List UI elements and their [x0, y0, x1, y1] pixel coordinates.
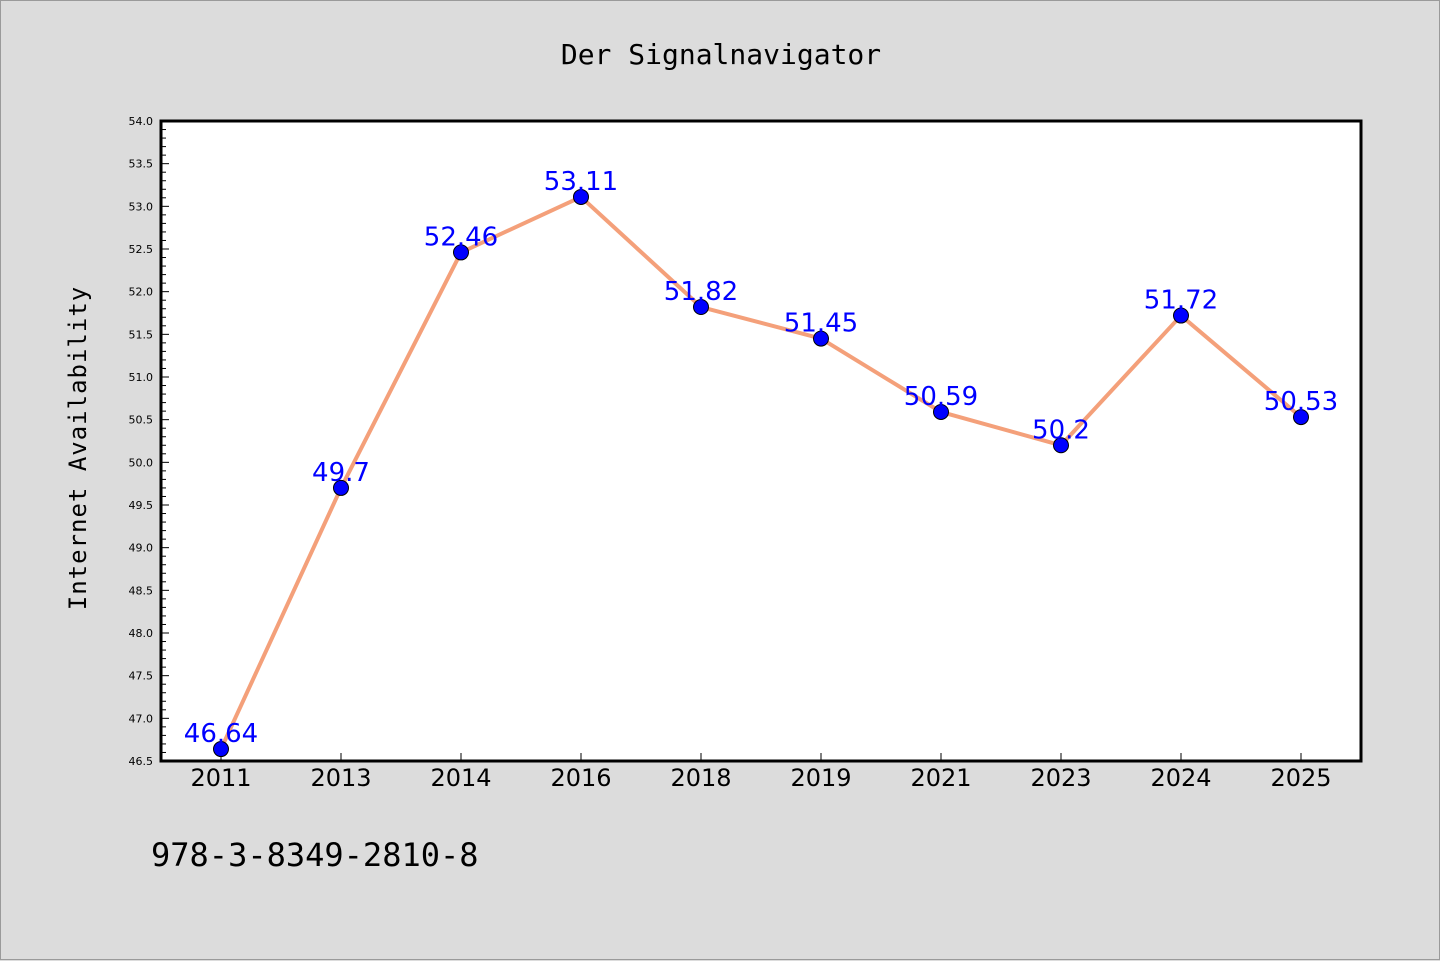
x-tick-label: 2016	[550, 764, 611, 792]
data-point	[1293, 409, 1309, 426]
y-tick-label: 50.5	[129, 414, 154, 427]
y-tick-label: 53.0	[129, 200, 154, 213]
y-tick-label: 53.5	[129, 158, 154, 171]
y-tick-label: 47.5	[129, 670, 154, 683]
x-tick-label: 2019	[790, 764, 851, 792]
y-tick-label: 48.5	[129, 584, 154, 597]
data-label: 51.82	[664, 277, 738, 307]
data-point	[693, 299, 709, 316]
y-tick-label: 51.0	[129, 371, 154, 384]
y-tick-label: 50.0	[129, 456, 154, 469]
x-tick-label: 2014	[430, 764, 491, 792]
footer-text: 978-3-8349-2810-8	[151, 836, 479, 874]
x-tick-label: 2021	[910, 764, 971, 792]
y-axis: 46.5 47.0 47.5 48.0 48.5 49.0 49.5 50.0 50.5 51.0…	[129, 115, 169, 768]
y-tick-label: 52.5	[129, 243, 154, 256]
data-point	[573, 188, 589, 205]
data-label: 52.46	[424, 222, 498, 252]
y-tick-label: 52.0	[129, 286, 154, 299]
data-label: 51.45	[784, 309, 858, 339]
data-label: 50.53	[1264, 387, 1338, 417]
data-point	[213, 741, 229, 758]
data-point	[1053, 437, 1069, 454]
y-tick-label: 49.0	[129, 542, 154, 555]
y-tick-label: 48.0	[129, 627, 154, 640]
x-tick-label: 2024	[1150, 764, 1211, 792]
data-label: 50.59	[904, 382, 978, 412]
series-line	[219, 194, 1303, 752]
series-layer: 46.64 49.7 52.46 53.11 51.82 51.45 50.59 50.2 51…	[184, 167, 1338, 758]
data-label: 51.72	[1144, 286, 1218, 316]
x-tick-label: 2023	[1030, 764, 1091, 792]
y-tick-label: 47.0	[129, 712, 154, 725]
data-point	[1173, 307, 1189, 324]
y-tick-label: 49.5	[129, 499, 154, 512]
data-point	[933, 403, 949, 420]
data-point	[333, 479, 349, 496]
data-label: 49.7	[312, 458, 370, 488]
x-tick-label: 2013	[310, 764, 371, 792]
y-tick-label: 51.5	[129, 328, 154, 341]
data-point	[453, 244, 469, 261]
x-axis: 2011 2013 2014 2016 2018 2019 2021 2023 2024 2025	[190, 753, 1332, 792]
x-tick-label: 2018	[670, 764, 731, 792]
data-label: 53.11	[544, 167, 618, 197]
y-axis-label: Internet Availability	[64, 286, 92, 610]
plot-area	[159, 119, 1363, 763]
data-label: 50.2	[1032, 415, 1090, 445]
y-tick-label: 46.5	[129, 755, 154, 768]
chart-title: Der Signalnavigator	[561, 38, 881, 71]
x-tick-label: 2025	[1270, 764, 1331, 792]
x-tick-label: 2011	[190, 764, 251, 792]
data-point	[813, 330, 829, 347]
data-label: 46.64	[184, 719, 258, 749]
y-tick-label: 54.0	[129, 115, 154, 128]
